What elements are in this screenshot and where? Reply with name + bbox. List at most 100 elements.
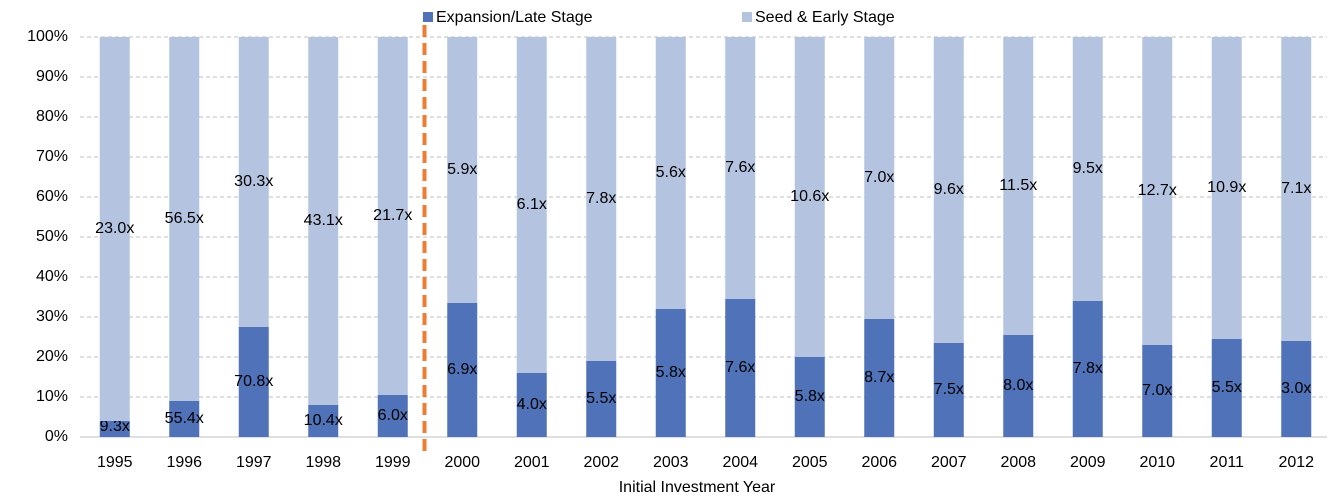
data-label: 23.0x (95, 220, 134, 237)
bar-segment (1211, 37, 1242, 339)
y-tick-label: 70% (36, 148, 68, 165)
x-tick-label: 2010 (1139, 454, 1175, 471)
data-label: 6.9x (447, 361, 477, 378)
bar-segment (377, 395, 408, 437)
bar-segment (516, 37, 547, 373)
bar-segment (238, 37, 269, 327)
data-label: 10.4x (304, 412, 343, 429)
bar-segment (169, 401, 200, 437)
y-tick-label: 40% (36, 268, 68, 285)
data-label: 7.6x (725, 159, 755, 176)
bar-segment (725, 299, 756, 437)
data-label: 5.8x (795, 388, 825, 405)
bar-segment (169, 37, 200, 401)
data-label: 30.3x (234, 173, 273, 190)
data-label: 7.0x (1142, 382, 1172, 399)
x-tick-label: 2009 (1070, 454, 1106, 471)
x-axis-title: Initial Investment Year (619, 479, 776, 496)
bar-segment (794, 37, 825, 357)
data-label: 11.5x (999, 177, 1037, 194)
legend-label: Seed & Early Stage (755, 9, 895, 26)
bar-segment (794, 357, 825, 437)
bar-segment (864, 37, 895, 319)
x-tick-label: 1996 (166, 454, 202, 471)
data-label: 55.4x (165, 410, 204, 427)
y-tick-label: 50% (36, 228, 68, 245)
data-label: 7.0x (864, 169, 894, 186)
data-label: 4.0x (517, 396, 547, 413)
data-label: 21.7x (373, 207, 412, 224)
x-tick-label: 2011 (1210, 454, 1245, 471)
x-tick-label: 2006 (861, 454, 897, 471)
y-tick-label: 100% (27, 28, 68, 45)
y-tick-label: 10% (36, 388, 68, 405)
data-label: 7.8x (1073, 360, 1103, 377)
data-label: 6.1x (517, 196, 547, 213)
bar-segment (933, 37, 964, 343)
x-tick-label: 2004 (722, 454, 758, 471)
bar-segment (1281, 37, 1312, 341)
bar-segment (447, 303, 478, 437)
x-tick-label: 2005 (792, 454, 828, 471)
bar-segment (655, 309, 686, 437)
data-label: 70.8x (234, 373, 273, 390)
data-label: 5.5x (1212, 379, 1242, 396)
x-tick-label: 2001 (514, 454, 550, 471)
x-tick-label: 1997 (236, 454, 272, 471)
bar-segment (1142, 37, 1173, 345)
data-label: 7.6x (725, 359, 755, 376)
bar-segment (725, 37, 756, 299)
bar-segment (1003, 335, 1034, 437)
bar-segment (516, 373, 547, 437)
data-label: 43.1x (304, 212, 343, 229)
y-tick-label: 0% (45, 428, 68, 445)
bar-segment (586, 361, 617, 437)
data-label: 7.5x (934, 381, 964, 398)
bar-segment (864, 319, 895, 437)
bar-segment (933, 343, 964, 437)
legend-swatch (742, 12, 752, 22)
data-label: 9.5x (1073, 160, 1103, 177)
data-label: 56.5x (165, 210, 204, 227)
x-tick-label: 2003 (653, 454, 689, 471)
bar-segment (308, 37, 339, 405)
bar-segment (586, 37, 617, 361)
data-label: 9.6x (934, 181, 964, 198)
data-label: 7.8x (586, 190, 616, 207)
bar-segment (1281, 341, 1312, 437)
x-tick-label: 1998 (305, 454, 341, 471)
bar-segment (1211, 339, 1242, 437)
y-tick-label: 90% (36, 68, 68, 85)
bar-segment (99, 421, 130, 437)
y-tick-label: 30% (36, 308, 68, 325)
bar-segment (1003, 37, 1034, 335)
x-tick-label: 1999 (375, 454, 411, 471)
data-label: 3.0x (1281, 380, 1311, 397)
x-tick-label: 1995 (97, 454, 133, 471)
bar-segment (655, 37, 686, 309)
data-label: 12.7x (1138, 182, 1177, 199)
y-tick-label: 80% (36, 108, 68, 125)
data-label: 5.9x (447, 161, 477, 178)
bar-segment (1072, 37, 1103, 301)
data-label: 8.0x (1003, 377, 1033, 394)
x-tick-label: 2007 (931, 454, 967, 471)
data-label: 5.6x (656, 164, 686, 181)
bar-segment (1072, 301, 1103, 437)
data-label: 5.5x (586, 390, 616, 407)
data-label: 10.9x (1207, 179, 1246, 196)
bar-segment (1142, 345, 1173, 437)
bar-segment (99, 37, 130, 421)
data-label: 6.0x (378, 407, 408, 424)
data-label: 8.7x (864, 369, 894, 386)
legend-label: Expansion/Late Stage (436, 9, 593, 26)
x-tick-label: 2000 (444, 454, 480, 471)
y-tick-label: 20% (36, 348, 68, 365)
x-tick-label: 2008 (1000, 454, 1036, 471)
data-label: 5.8x (656, 364, 686, 381)
bar-segment (447, 37, 478, 303)
x-tick-label: 2002 (583, 454, 619, 471)
data-label: 7.1x (1281, 180, 1311, 197)
bar-segment (308, 405, 339, 437)
